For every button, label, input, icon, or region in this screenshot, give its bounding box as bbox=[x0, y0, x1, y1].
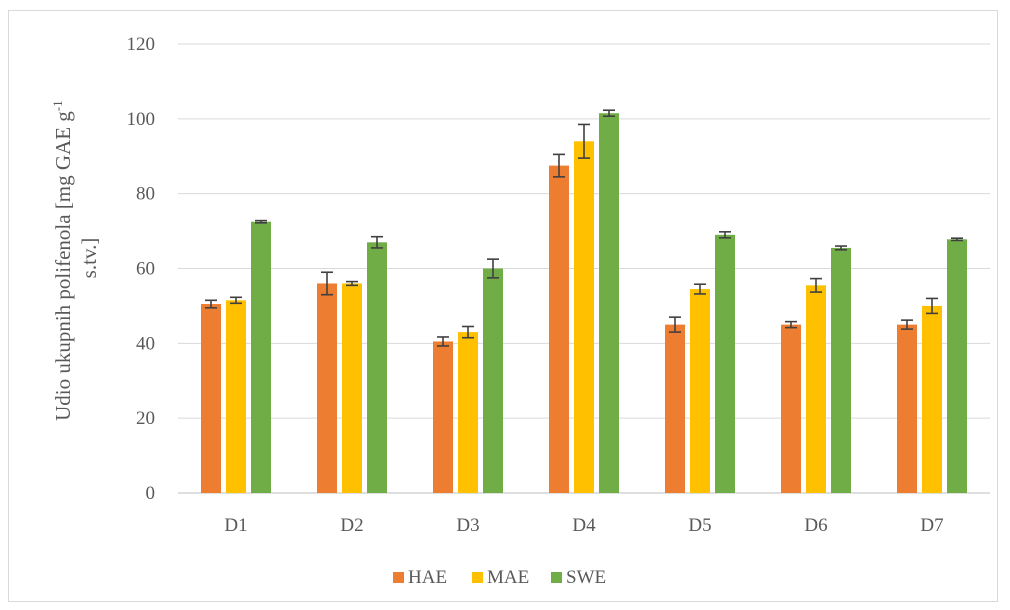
legend-label: HAE bbox=[408, 567, 447, 588]
bar-hae-d4 bbox=[549, 165, 569, 493]
bar-swe-d4 bbox=[599, 113, 619, 494]
legend-swatch bbox=[551, 572, 562, 583]
error-bar-mae-d2 bbox=[346, 280, 358, 287]
error-bar-hae-d2 bbox=[321, 271, 333, 296]
x-tick-label: D6 bbox=[804, 515, 827, 536]
bar-mae-d2 bbox=[342, 283, 362, 493]
bar-mae-d4 bbox=[574, 141, 594, 494]
error-bar-hae-d6 bbox=[785, 320, 797, 329]
error-bar-mae-d5 bbox=[694, 283, 706, 295]
y-tick-label: 100 bbox=[127, 109, 156, 130]
legend: HAE MAE SWE bbox=[393, 567, 606, 588]
error-bar-swe-d4 bbox=[603, 109, 615, 118]
legend-item-swe: SWE bbox=[551, 567, 606, 588]
bar-swe-d2 bbox=[367, 242, 387, 493]
bar-mae-d5 bbox=[690, 289, 710, 493]
y-tick-label: 120 bbox=[127, 34, 156, 55]
bar-swe-d7 bbox=[947, 239, 967, 493]
error-bar-mae-d6 bbox=[810, 277, 822, 293]
error-bar-swe-d1 bbox=[255, 219, 267, 224]
bar-swe-d5 bbox=[715, 234, 735, 493]
bar-mae-d3 bbox=[458, 332, 478, 493]
y-tick-label: 20 bbox=[136, 408, 155, 429]
x-tick-label: D7 bbox=[920, 515, 943, 536]
x-tick-labels: D1 D2 D3 D4 D5 D6 D7 bbox=[224, 515, 943, 536]
bar-hae-d3 bbox=[433, 341, 453, 493]
y-tick-label: 80 bbox=[136, 184, 155, 205]
error-bar-swe-d5 bbox=[719, 231, 731, 239]
y-axis-title: Udio ukupnih polifenola [mg GAE g-1 s.tv… bbox=[43, 95, 101, 421]
legend-label: SWE bbox=[566, 567, 606, 588]
error-bar-hae-d4 bbox=[553, 153, 565, 178]
legend-swatch bbox=[393, 572, 404, 583]
error-bar-swe-d2 bbox=[371, 235, 383, 249]
x-tick-label: D2 bbox=[340, 515, 363, 536]
y-tick-labels: 0 20 40 60 80 100 120 bbox=[127, 34, 156, 504]
legend-item-mae: MAE bbox=[472, 567, 529, 588]
error-bar-hae-d1 bbox=[205, 299, 217, 309]
error-bars bbox=[205, 109, 963, 347]
x-tick-label: D5 bbox=[688, 515, 711, 536]
bar-swe-d6 bbox=[831, 247, 851, 493]
bar-hae-d7 bbox=[897, 324, 917, 493]
error-bar-hae-d3 bbox=[437, 336, 449, 347]
error-bar-swe-d6 bbox=[835, 245, 847, 251]
bar-swe-d1 bbox=[251, 221, 271, 493]
error-bar-mae-d7 bbox=[926, 297, 938, 315]
bar-swe-d3 bbox=[483, 268, 503, 493]
bar-mae-d7 bbox=[922, 305, 942, 493]
y-tick-label: 60 bbox=[136, 259, 155, 280]
legend-item-hae: HAE bbox=[393, 567, 447, 588]
bar-hae-d2 bbox=[317, 283, 337, 493]
x-tick-label: D1 bbox=[224, 515, 247, 536]
error-bar-mae-d3 bbox=[462, 325, 474, 339]
x-tick-label: D3 bbox=[456, 515, 479, 536]
x-tick-label: D4 bbox=[572, 515, 596, 536]
bar-mae-d6 bbox=[806, 285, 826, 493]
y-tick-label: 40 bbox=[136, 333, 155, 354]
bar-mae-d1 bbox=[226, 300, 246, 493]
bar-hae-d6 bbox=[781, 324, 801, 493]
legend-swatch bbox=[472, 572, 483, 583]
error-bar-hae-d7 bbox=[901, 319, 913, 330]
error-bar-hae-d5 bbox=[669, 316, 681, 333]
error-bar-swe-d7 bbox=[951, 237, 963, 242]
bar-hae-d1 bbox=[201, 304, 221, 493]
y-tick-label: 0 bbox=[146, 483, 156, 504]
bars bbox=[201, 113, 967, 494]
error-bar-swe-d3 bbox=[487, 258, 499, 279]
legend-label: MAE bbox=[487, 567, 529, 588]
error-bar-mae-d4 bbox=[578, 123, 590, 159]
bar-hae-d5 bbox=[665, 324, 685, 493]
error-bar-mae-d1 bbox=[230, 296, 242, 305]
